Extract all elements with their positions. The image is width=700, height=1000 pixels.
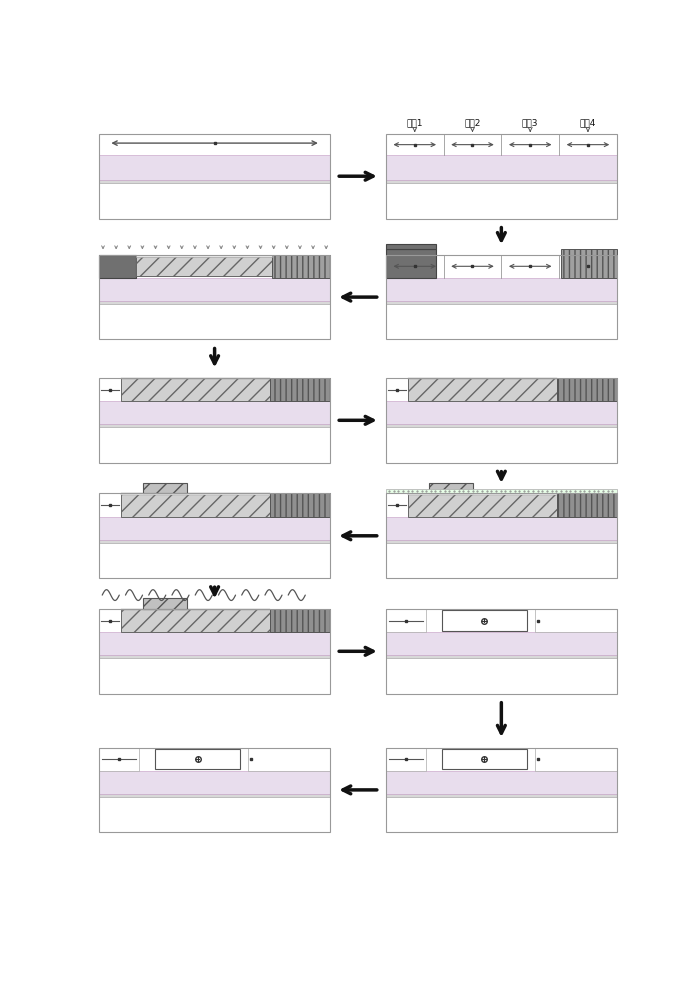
Bar [272, 255, 330, 278]
Bar [99, 255, 330, 339]
Bar [386, 493, 617, 517]
Bar [386, 655, 617, 658]
Bar [557, 378, 617, 401]
Bar [386, 378, 617, 401]
Bar [386, 771, 617, 794]
Bar [386, 255, 617, 339]
Bar [99, 609, 330, 694]
Bar [386, 183, 617, 219]
Bar [386, 493, 617, 578]
Bar [121, 609, 270, 632]
Bar [557, 493, 617, 517]
Bar [386, 489, 617, 493]
Bar [270, 493, 330, 517]
Bar [143, 598, 187, 609]
Text: 区块2: 区块2 [464, 119, 481, 128]
Bar [386, 609, 617, 694]
Bar [99, 493, 330, 578]
Bar [121, 378, 270, 379]
Bar [442, 749, 527, 769]
Bar [99, 304, 330, 339]
Bar [270, 378, 330, 401]
Bar [99, 797, 330, 832]
Bar [99, 255, 330, 278]
Bar [143, 483, 187, 493]
Bar [386, 255, 617, 278]
Bar [386, 244, 436, 249]
Bar [407, 493, 557, 495]
Bar [136, 256, 272, 276]
Bar [99, 632, 330, 655]
Bar [386, 543, 617, 578]
Bar [386, 794, 617, 797]
Bar [386, 401, 617, 424]
Bar [386, 278, 617, 301]
Bar [386, 180, 617, 183]
Bar [121, 609, 270, 610]
Bar [386, 304, 617, 339]
Bar [121, 493, 270, 517]
Bar [561, 249, 617, 278]
Bar [99, 301, 330, 304]
Bar [407, 493, 557, 517]
Bar [386, 134, 617, 219]
Bar [270, 609, 330, 632]
Bar [99, 278, 330, 301]
Bar [407, 378, 557, 379]
Bar [386, 155, 617, 180]
Text: 区块4: 区块4 [580, 119, 596, 128]
Bar [386, 748, 617, 771]
Bar [99, 609, 330, 632]
Bar [99, 543, 330, 578]
Bar [386, 748, 426, 771]
Bar [99, 748, 330, 832]
Bar [99, 183, 330, 219]
Bar [386, 540, 617, 543]
Bar [99, 794, 330, 797]
Bar [99, 180, 330, 183]
Bar [386, 797, 617, 832]
Bar [386, 134, 617, 155]
Bar [535, 748, 617, 771]
Text: 区块3: 区块3 [522, 119, 538, 128]
Bar [99, 427, 330, 463]
Bar [155, 749, 240, 769]
Bar [121, 493, 270, 495]
Bar [99, 378, 330, 463]
Bar [386, 658, 617, 694]
Bar [99, 517, 330, 540]
Bar [386, 301, 617, 304]
Bar [99, 401, 330, 424]
Bar [386, 424, 617, 427]
Bar [407, 378, 557, 401]
Bar [99, 658, 330, 694]
Bar [99, 540, 330, 543]
Bar [386, 378, 617, 463]
Bar [99, 134, 330, 219]
Bar [99, 378, 330, 401]
Bar [386, 609, 426, 632]
Text: 区块1: 区块1 [407, 119, 423, 128]
Bar [99, 655, 330, 658]
Bar [99, 424, 330, 427]
Bar [99, 134, 330, 155]
Bar [121, 378, 270, 401]
Bar [99, 748, 139, 771]
Bar [99, 771, 330, 794]
Bar [99, 155, 330, 180]
Bar [136, 255, 272, 257]
Bar [386, 517, 617, 540]
Bar [386, 609, 617, 632]
Bar [442, 610, 527, 631]
Bar [386, 748, 617, 832]
Bar [386, 632, 617, 655]
Bar [535, 609, 617, 632]
Bar [386, 249, 436, 278]
Bar [99, 255, 136, 278]
Bar [429, 483, 473, 493]
Bar [99, 493, 330, 517]
Bar [99, 748, 330, 771]
Bar [386, 427, 617, 463]
Bar [248, 748, 330, 771]
